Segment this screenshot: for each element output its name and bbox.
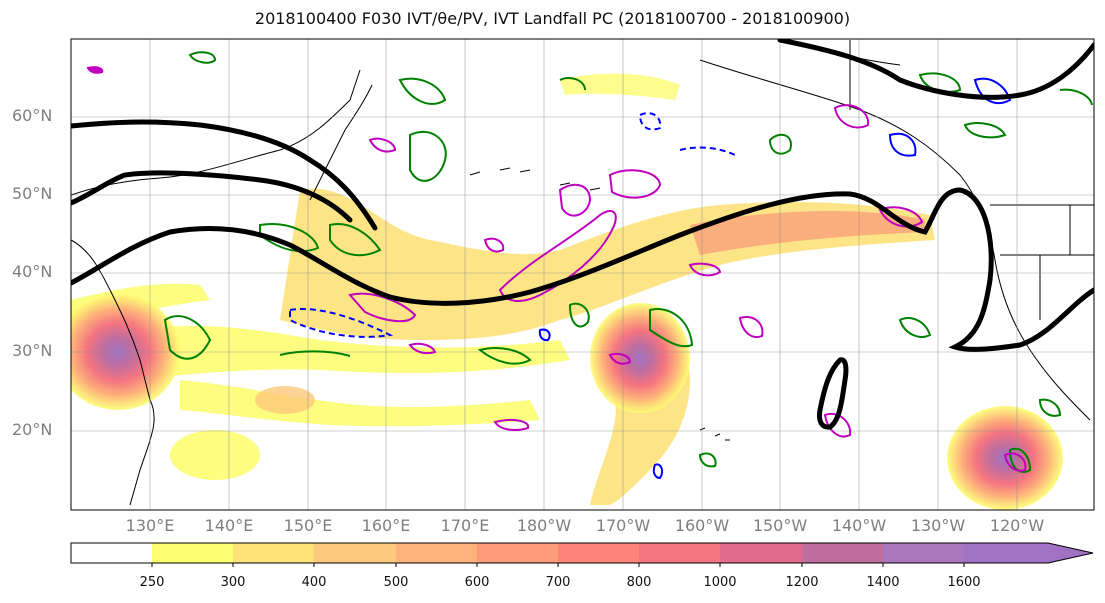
lat-label: 20°N xyxy=(12,420,53,439)
ivt-band-south xyxy=(180,380,540,427)
lon-label: 130°E xyxy=(125,516,175,535)
graticule xyxy=(71,39,1094,510)
map-frame xyxy=(70,38,1095,511)
colorbar-label: 800 xyxy=(626,575,652,590)
colorbar-label: 300 xyxy=(220,575,246,590)
lon-label: 140°E xyxy=(204,516,254,535)
colorbar-label: 1400 xyxy=(866,575,900,590)
pv-contours-positive xyxy=(163,51,1093,473)
state-borders xyxy=(990,204,1094,320)
theta-e-loop xyxy=(817,357,849,430)
colorbar-label: 250 xyxy=(139,575,165,590)
coastline-kamchatka xyxy=(309,84,373,201)
map-title: 2018100400 F030 IVT/θe/PV, IVT Landfall … xyxy=(254,9,851,28)
ivt-band-core xyxy=(690,210,925,255)
theta-e-second xyxy=(71,170,353,223)
colorbar-label: 1200 xyxy=(785,575,819,590)
colorbar-label: 1000 xyxy=(703,575,737,590)
colorbar-label: 400 xyxy=(301,575,327,590)
lon-label: 160°E xyxy=(361,516,411,535)
pv-contours-negative xyxy=(289,77,1012,480)
theta-e-north xyxy=(71,119,378,231)
lon-label: 130°W xyxy=(910,516,966,535)
lon-label: 180°W xyxy=(516,516,572,535)
colorbar-label: 1600 xyxy=(947,575,981,590)
coastline-asia xyxy=(71,69,361,506)
lat-label: 30°N xyxy=(12,341,53,360)
ivt-hotspot-central xyxy=(590,303,690,413)
lon-label: 170°E xyxy=(440,516,490,535)
lon-label: 150°W xyxy=(752,516,808,535)
colorbar-label: 500 xyxy=(383,575,409,590)
ivt-patch xyxy=(255,386,315,414)
coastline-hawaii xyxy=(699,427,730,441)
lat-label: 50°N xyxy=(12,184,53,203)
lon-label: 160°W xyxy=(674,516,730,535)
lat-label: 40°N xyxy=(12,262,53,281)
coastline-aleutians xyxy=(469,167,601,191)
lon-label: 120°W xyxy=(989,516,1045,535)
theta-e-arctic xyxy=(777,39,1094,100)
lon-label: 140°W xyxy=(831,516,887,535)
lat-label: 60°N xyxy=(12,106,53,125)
lon-label: 170°W xyxy=(595,516,651,535)
colorbar xyxy=(70,542,1094,567)
theta-e-main xyxy=(71,187,1094,352)
magenta-contours xyxy=(86,66,1027,472)
lon-label: 150°E xyxy=(283,516,333,535)
theta-e-contours xyxy=(71,39,1094,430)
ivt-patch xyxy=(170,430,260,480)
colorbar-label: 600 xyxy=(464,575,490,590)
colorbar-label: 700 xyxy=(545,575,571,590)
ivt-band-west xyxy=(140,325,570,380)
ivt-band-north xyxy=(560,73,680,100)
